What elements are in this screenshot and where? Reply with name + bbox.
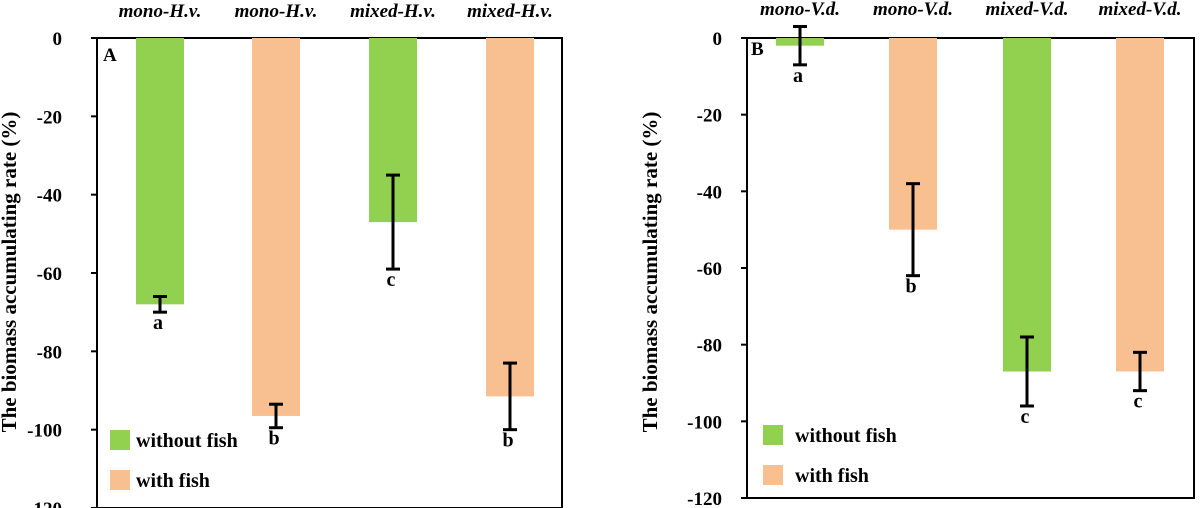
legend-swatch-without-fish	[110, 430, 130, 450]
error-bar	[269, 402, 283, 430]
error-bar	[1020, 335, 1034, 408]
significance-label: a	[793, 65, 803, 87]
significance-label: c	[387, 269, 396, 291]
error-bar	[386, 173, 400, 271]
bar	[1116, 38, 1164, 372]
y-tick-label: -20	[697, 106, 722, 127]
y-axis-label: The biomass accumulating rate (%)	[638, 112, 662, 433]
y-tick-label: -80	[697, 336, 722, 357]
category-label: mixed-H.v.	[350, 1, 436, 22]
bar	[1003, 38, 1051, 372]
panel-label: A	[103, 45, 117, 66]
y-tick-label: -100	[27, 421, 62, 442]
significance-label: b	[268, 428, 279, 450]
error-bar	[1133, 350, 1147, 393]
legend-label-with-fish: with fish	[795, 465, 869, 487]
category-label: mono-H.v.	[119, 1, 202, 22]
legend-swatch-with-fish	[763, 465, 783, 485]
significance-label: a	[153, 312, 163, 334]
error-bar	[793, 25, 807, 67]
panel-label: B	[751, 39, 764, 60]
significance-label: b	[905, 276, 916, 298]
significance-label: c	[1134, 391, 1143, 413]
category-label: mixed-V.d.	[985, 0, 1068, 20]
category-label: mixed-V.d.	[1098, 0, 1181, 20]
bar	[136, 38, 184, 305]
y-tick-label: -20	[37, 107, 62, 128]
error-bar	[153, 295, 167, 314]
y-tick-label: -40	[37, 186, 62, 207]
significance-label: c	[1021, 406, 1030, 428]
legend-swatch-without-fish	[763, 425, 783, 445]
category-label: mixed-H.v.	[467, 1, 553, 22]
y-tick-label: -80	[37, 342, 62, 363]
y-tick-label: -100	[687, 412, 722, 433]
y-tick-label: -120	[27, 499, 62, 508]
category-label: mono-H.v.	[235, 1, 318, 22]
y-tick-label: -60	[697, 259, 722, 280]
legend: without fish with fish	[763, 425, 897, 487]
bar	[252, 38, 300, 416]
legend-swatch-with-fish	[110, 470, 130, 490]
legend-label-without-fish: without fish	[136, 430, 238, 452]
error-bar	[503, 361, 517, 432]
error-bar	[906, 182, 920, 278]
y-tick-label: -120	[687, 489, 722, 508]
category-label: mono-V.d.	[873, 0, 953, 20]
y-tick-label: -60	[37, 264, 62, 285]
y-axis-label: The biomass accumulating rate (%)	[0, 112, 21, 433]
panel-a: A The biomass accumulating rate (%) a b c b…	[0, 1, 563, 508]
y-tick-label: -40	[697, 182, 722, 203]
legend-label-without-fish: without fish	[795, 425, 897, 447]
y-tick-label: 0	[713, 29, 723, 50]
category-label: mono-V.d.	[760, 0, 840, 20]
bar	[486, 38, 534, 397]
legend-label-with-fish: with fish	[136, 470, 210, 492]
significance-label: b	[502, 430, 513, 452]
legend: without fish with fish	[110, 430, 238, 492]
y-tick-label: 0	[53, 29, 63, 50]
panel-b: B The biomass accumulating rate (%) a b c c…	[638, 0, 1195, 508]
